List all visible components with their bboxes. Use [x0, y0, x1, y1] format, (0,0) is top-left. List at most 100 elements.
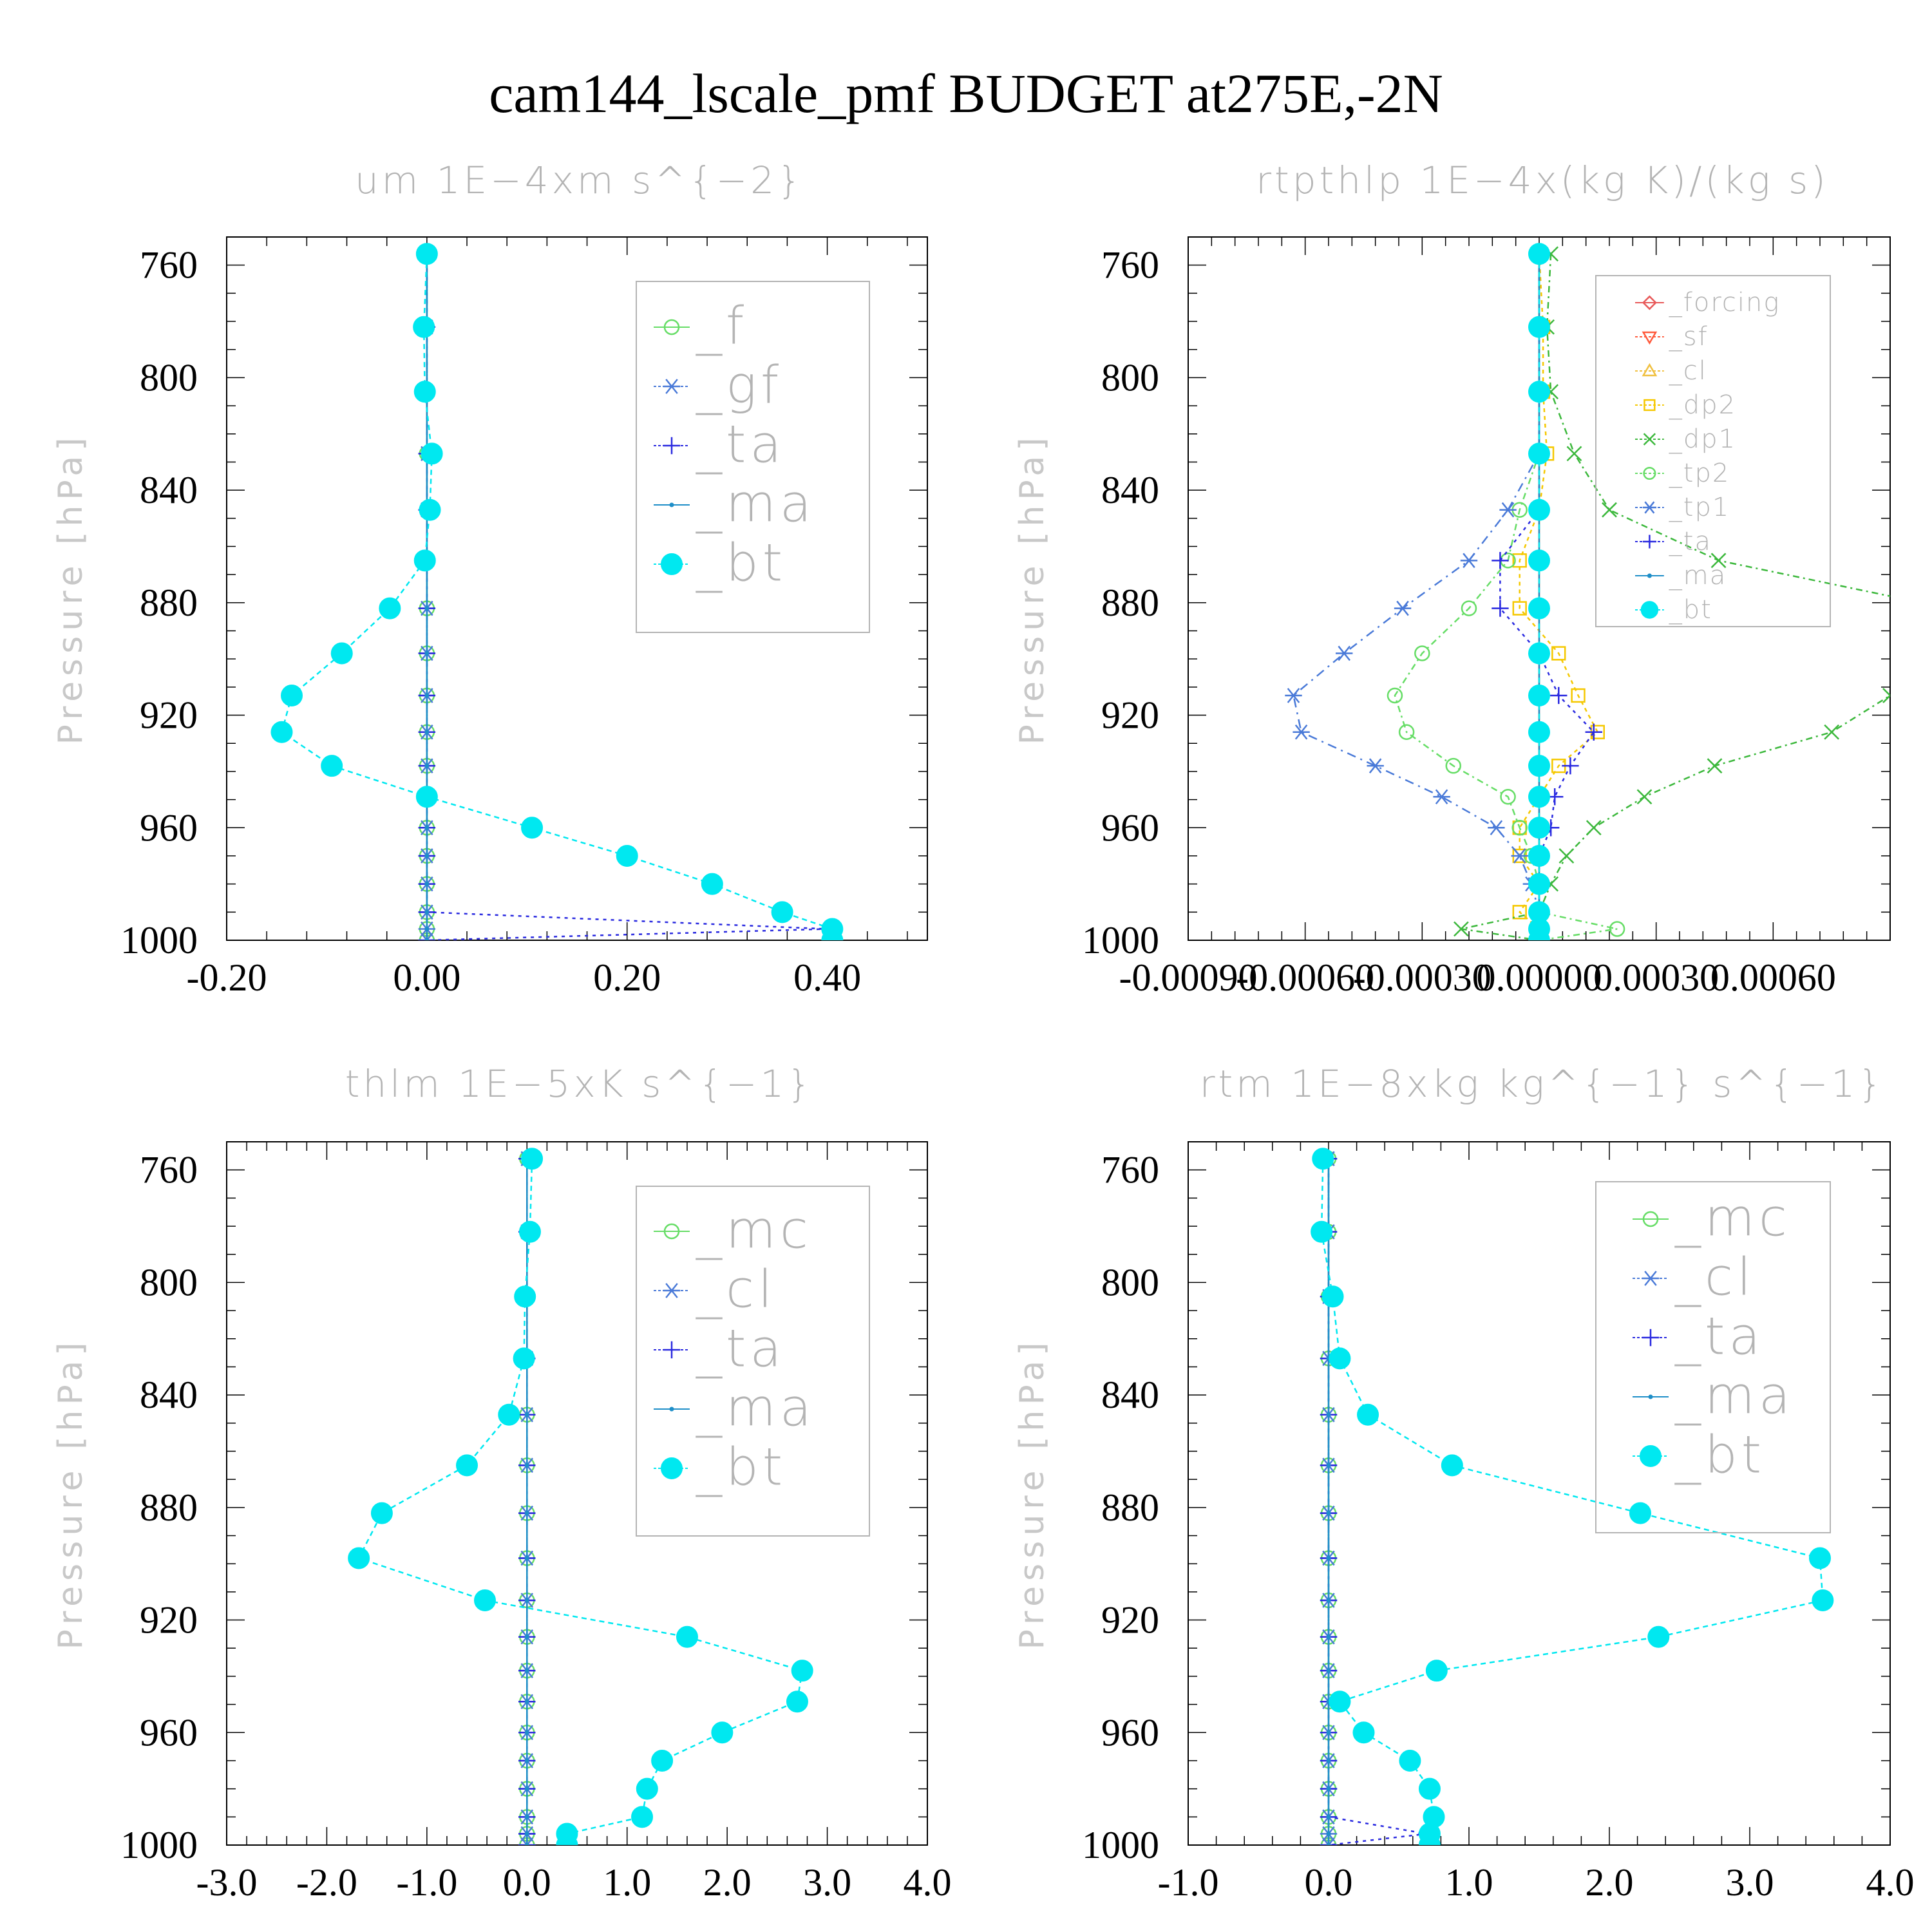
data-point: [424, 825, 430, 830]
y-tick-label: 880: [1101, 582, 1159, 624]
x-tick-label: -2.0: [296, 1861, 357, 1904]
data-point: [1293, 724, 1310, 740]
data-point: [1528, 549, 1550, 572]
y-tick-label: 920: [140, 694, 198, 737]
series-line: [1327, 1159, 1427, 1845]
y-tick-label: 920: [1101, 694, 1159, 737]
legend-marker: [1642, 1271, 1660, 1286]
data-point: [330, 642, 353, 665]
legend-label: _ma: [1674, 1366, 1794, 1426]
y-tick-label: 960: [1101, 1711, 1159, 1754]
data-point: [1512, 905, 1527, 920]
data-point: [524, 1555, 529, 1560]
data-point: [1629, 1502, 1651, 1524]
series-group: [270, 243, 844, 940]
y-tick-label: 1000: [120, 919, 198, 961]
data-point: [1812, 1589, 1834, 1611]
data-point: [1550, 687, 1567, 705]
legend-marker: [1642, 1329, 1660, 1347]
legend-label: _ma: [696, 1378, 815, 1438]
data-point: [1326, 1832, 1331, 1837]
data-point: [1585, 723, 1602, 741]
data-point: [1326, 1730, 1331, 1735]
data-point: [1707, 758, 1723, 774]
x-tick-label: -0.20: [187, 956, 267, 999]
data-point: [1528, 316, 1550, 338]
data-point: [1566, 446, 1582, 462]
data-point: [1311, 1220, 1333, 1243]
data-point: [1326, 1463, 1331, 1468]
data-point: [1492, 600, 1509, 617]
data-point: [1586, 820, 1602, 836]
legend-box: [1595, 1181, 1831, 1533]
data-point: [1528, 642, 1550, 665]
data-point: [370, 1502, 393, 1524]
y-tick-label: 840: [140, 469, 198, 511]
data-point: [1528, 721, 1550, 743]
data-point: [1367, 758, 1384, 773]
data-point: [424, 730, 430, 735]
y-tick-label: 800: [1101, 1261, 1159, 1303]
data-point: [1357, 1403, 1379, 1426]
y-tick-label: 920: [140, 1599, 198, 1642]
legend-marker: [1642, 535, 1656, 549]
x-tick-label: 0.40: [793, 956, 861, 999]
data-point: [524, 1842, 529, 1845]
series-group: [1311, 1148, 1834, 1845]
data-point: [524, 1668, 529, 1673]
x-tick-label: -0.00030: [1353, 956, 1492, 999]
legend-label: _bt: [1669, 595, 1712, 625]
data-point: [419, 498, 441, 521]
data-point: [1528, 929, 1550, 940]
x-tick-label: 2.0: [1586, 1861, 1634, 1904]
legend-box: [1595, 275, 1831, 627]
data-point: [418, 933, 436, 940]
data-point: [1414, 645, 1430, 661]
series-group: [348, 1148, 813, 1845]
y-tick-label: 840: [1101, 1374, 1159, 1416]
legend-label: _ta: [1669, 527, 1712, 556]
legend-label: _sf: [1669, 322, 1709, 352]
x-tick-label: 3.0: [803, 1861, 851, 1904]
plot-frame: [226, 236, 928, 941]
legend-marker: [661, 1457, 683, 1479]
legend-marker: [663, 379, 681, 394]
data-point: [521, 1148, 544, 1170]
data-point: [1500, 788, 1516, 805]
data-point: [771, 901, 793, 923]
legend-box: [636, 1186, 870, 1537]
y-tick-label: 800: [140, 1261, 198, 1303]
legend-label: _mc: [1674, 1188, 1791, 1248]
data-point: [424, 882, 430, 887]
legend-marker: [1640, 1445, 1662, 1467]
data-point: [556, 1834, 578, 1845]
data-point: [524, 1730, 529, 1735]
data-point: [1551, 646, 1566, 661]
legend-label: _bt: [696, 533, 786, 593]
series-line: [1293, 254, 1540, 940]
y-tick-label: 920: [1101, 1599, 1159, 1642]
data-point: [424, 927, 430, 932]
data-point: [1441, 1454, 1463, 1477]
data-point: [1528, 817, 1550, 839]
data-point: [413, 549, 436, 572]
data-point: [1511, 848, 1528, 864]
legend-marker: [669, 1406, 674, 1412]
data-point: [518, 1220, 541, 1243]
data-point: [1571, 688, 1586, 703]
data-point: [1528, 844, 1550, 867]
data-point: [421, 442, 443, 465]
y-tick-label: 880: [1101, 1486, 1159, 1529]
data-point: [1809, 1547, 1831, 1569]
y-tick-label: 1000: [120, 1824, 198, 1866]
legend-marker: [1642, 331, 1658, 345]
data-point: [1445, 757, 1462, 774]
legend-marker: [663, 1341, 681, 1359]
x-tick-label: 2.0: [703, 1861, 752, 1904]
x-tick-label: 0.20: [593, 956, 661, 999]
data-point: [524, 1758, 529, 1763]
legend-label: _gf: [696, 355, 782, 415]
data-point: [1492, 552, 1509, 569]
data-point: [521, 817, 544, 839]
x-tick-label: 3.0: [1726, 1861, 1774, 1904]
